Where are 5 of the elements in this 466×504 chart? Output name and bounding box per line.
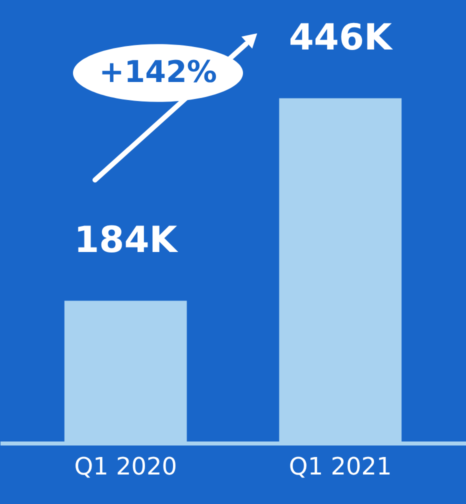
data-label: 446K	[288, 17, 393, 58]
data-label: 184K	[74, 220, 178, 261]
x-tick-label: Q1 2021	[288, 452, 392, 480]
text: +142%	[99, 55, 217, 90]
x-tick-label: Q1 2020	[74, 452, 178, 480]
